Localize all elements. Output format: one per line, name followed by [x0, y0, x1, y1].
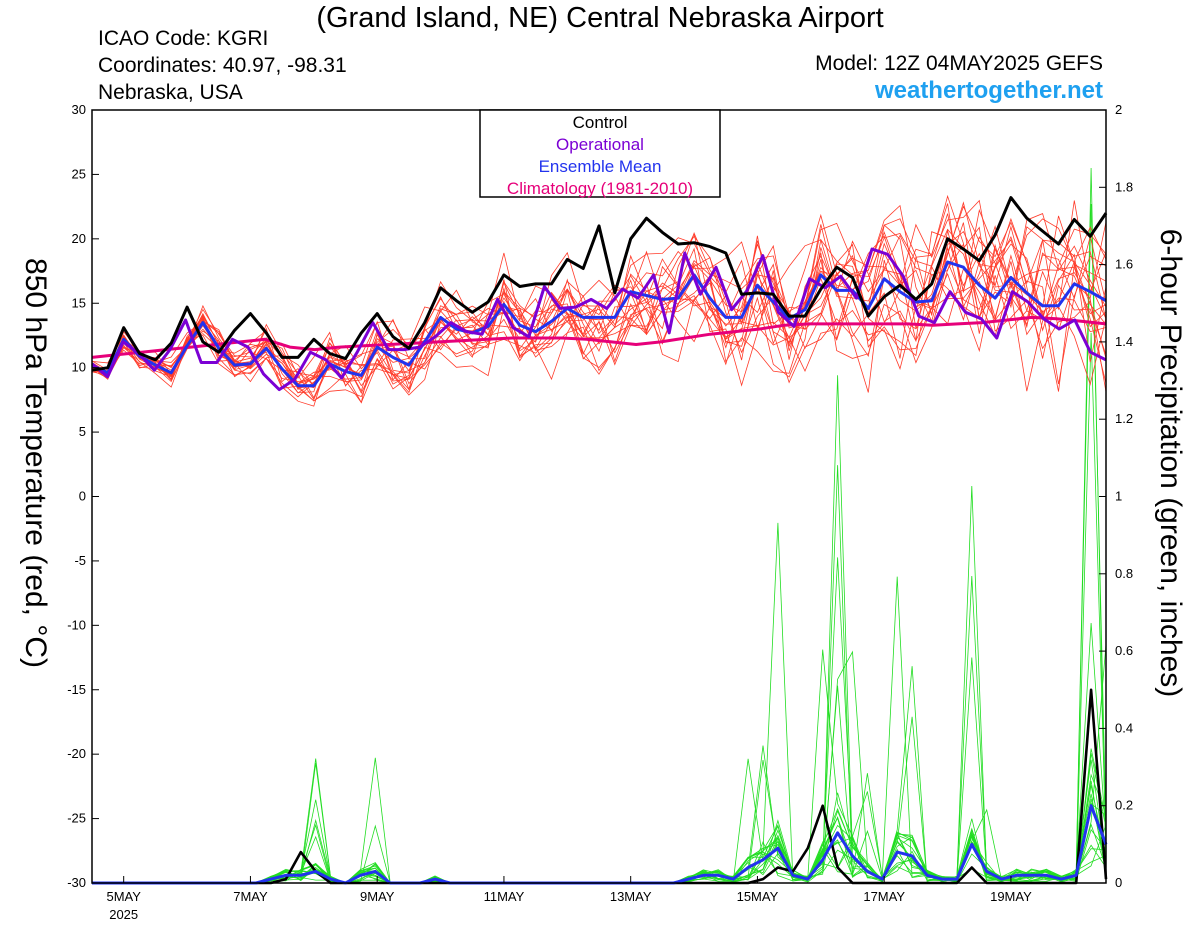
y-tick-label-left: 0	[79, 489, 86, 504]
ensemble-mean-line	[91, 260, 1107, 388]
temperature-member-line	[91, 205, 1107, 389]
legend-ensemble-mean: Ensemble Mean	[539, 157, 662, 176]
legend-operational: Operational	[556, 135, 644, 154]
y-tick-label-right: 1.8	[1115, 179, 1133, 194]
precip-member-line	[92, 522, 1107, 884]
legend: Control Operational Ensemble Mean Climatolo…	[479, 109, 721, 198]
y-tick-label-left: 10	[72, 360, 86, 375]
x-tick-label: 11MAY	[484, 889, 525, 904]
legend-control: Control	[573, 113, 628, 132]
precip-member-line	[92, 753, 1107, 884]
x-tick-label: 9MAY	[360, 889, 395, 904]
precip-member-line	[92, 622, 1107, 884]
x-tick-label: 13MAY	[610, 889, 652, 904]
temperature-member-line	[91, 250, 1107, 386]
precip-members	[92, 167, 1107, 884]
x-tick-label: 5MAY	[106, 889, 141, 904]
ensemble-mean-precip-line	[92, 804, 1108, 885]
y-tick-label-left: -10	[67, 617, 86, 632]
x-tick-label: 19MAY	[990, 889, 1032, 904]
y-tick-label-right: 0.6	[1115, 643, 1133, 658]
precip-member-line	[92, 485, 1107, 884]
precip-member-line	[92, 760, 1107, 884]
temperature-member-line	[91, 222, 1107, 401]
x-tick-label: 15MAY	[737, 889, 779, 904]
precip-member-line	[92, 748, 1107, 884]
precip-member-line	[92, 823, 1107, 884]
precip-member-line	[92, 576, 1107, 884]
y-tick-label-left: 5	[79, 424, 86, 439]
precip-member-line	[92, 807, 1107, 884]
y-tick-label-left: 15	[72, 295, 86, 310]
y-tick-label-right: 2	[1115, 102, 1122, 117]
y-tick-label-right: 1.6	[1115, 257, 1133, 272]
x-tick-year-label: 2025	[109, 907, 138, 922]
legend-climatology: Climatology (1981-2010)	[507, 179, 693, 198]
precip-member-line	[92, 685, 1107, 884]
precip-member-line	[92, 332, 1107, 884]
y-tick-label-right: 0	[1115, 875, 1122, 890]
precip-member-line	[92, 657, 1107, 884]
y-tick-label-left: -30	[67, 875, 86, 890]
control-precip-line	[92, 688, 1108, 885]
y-tick-label-left: -25	[67, 811, 86, 826]
legend-box	[479, 109, 721, 198]
site-logo-text[interactable]: weathertogether.net	[874, 77, 1103, 104]
control-line	[91, 196, 1108, 372]
precip-member-line	[92, 465, 1107, 884]
precip-member-line	[92, 799, 1107, 884]
precip-member-line	[92, 763, 1107, 884]
precip-member-line	[92, 167, 1107, 884]
model-run: Model: 12Z 04MAY2025 GEFS	[815, 52, 1103, 75]
climatology-line	[91, 315, 1107, 359]
y-tick-label-left: 25	[72, 166, 86, 181]
operational-line	[91, 247, 1107, 392]
temperature-member-line	[91, 226, 1107, 389]
y-tick-label-right: 1.2	[1115, 411, 1133, 426]
y-tick-label-right: 0.8	[1115, 566, 1133, 581]
y-tick-label-left: -20	[67, 746, 86, 761]
y-tick-label-left: -15	[67, 682, 86, 697]
precip-member-line	[92, 557, 1107, 884]
y-tick-label-left: 30	[72, 102, 86, 117]
region-label: Nebraska, USA	[98, 81, 243, 104]
temperature-member-line	[91, 199, 1107, 393]
temperature-member-line	[91, 231, 1107, 392]
x-tick-label: 7MAY	[233, 889, 268, 904]
y-tick-label-right: 0.2	[1115, 798, 1133, 813]
y-tick-label-left: 20	[72, 231, 86, 246]
y-tick-label-right: 1.4	[1115, 334, 1133, 349]
icao-code: ICAO Code: KGRI	[98, 27, 269, 50]
y-tick-label-right: 1	[1115, 489, 1122, 504]
coordinates: Coordinates: 40.97, -98.31	[98, 54, 347, 77]
chart-title: (Grand Island, NE) Central Nebraska Airp…	[316, 2, 884, 34]
x-tick-label: 17MAY	[863, 889, 905, 904]
precip-member-line	[92, 644, 1107, 884]
precip-member-line	[92, 817, 1107, 884]
y-tick-label-left: -5	[74, 553, 86, 568]
y-tick-label-right: 0.4	[1115, 720, 1133, 735]
